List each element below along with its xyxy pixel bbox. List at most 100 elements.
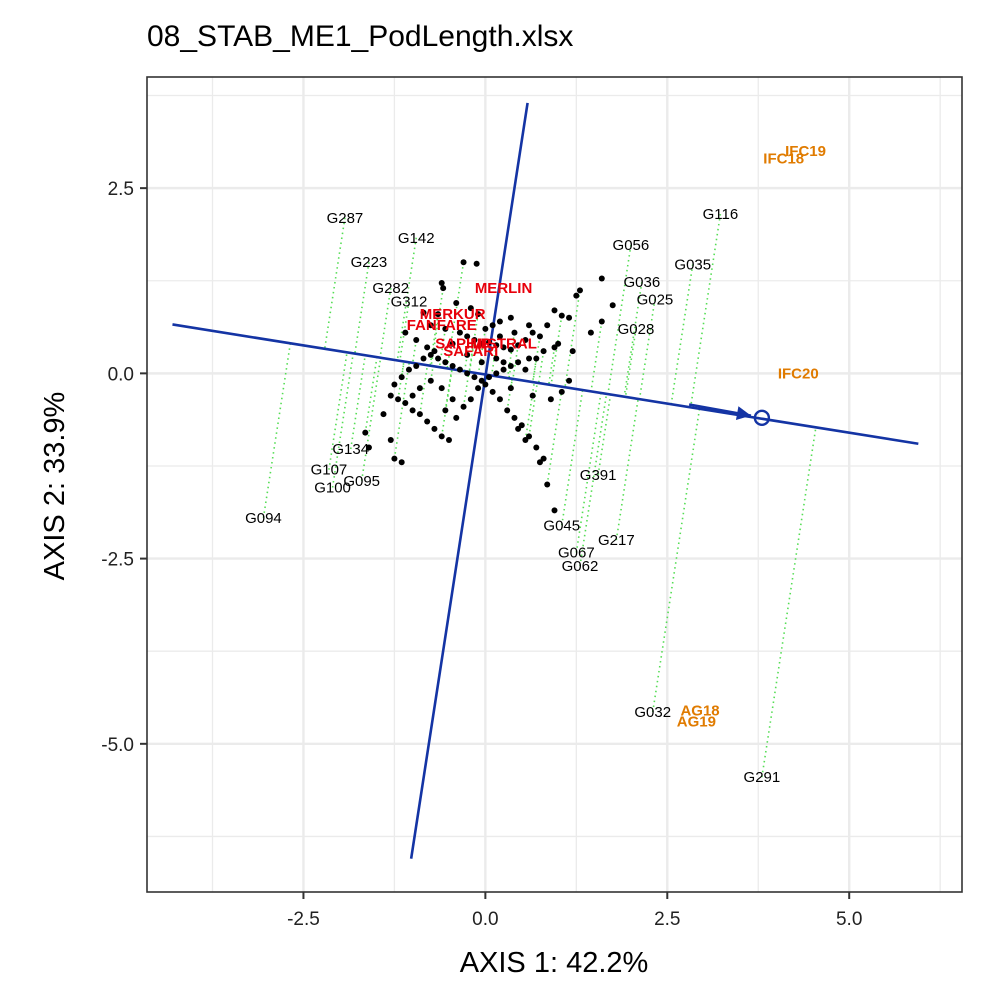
projection-line <box>615 398 639 541</box>
x-tick-label: 2.5 <box>654 909 680 930</box>
genotype-label: G094 <box>245 510 282 527</box>
genotype-point <box>395 396 402 403</box>
genotype-point <box>416 385 423 392</box>
genotype-point <box>387 437 394 444</box>
genotype-point <box>507 362 514 369</box>
projection-line <box>597 394 612 475</box>
genotype-point <box>420 355 427 362</box>
genotype-point <box>391 381 398 388</box>
y-axis-title: AXIS 2: 33.9% <box>39 392 71 581</box>
genotype-point <box>471 337 478 344</box>
genotype-point <box>460 403 467 410</box>
genotype-point <box>496 333 503 340</box>
environment-label: AG19 <box>677 714 716 731</box>
projection-line <box>547 347 556 385</box>
check-variety-label: MERKUR <box>420 306 486 323</box>
projection-line <box>651 408 701 713</box>
projection-line <box>528 382 539 437</box>
projection-line <box>607 245 632 395</box>
y-tick-label: 2.5 <box>108 179 134 200</box>
genotype-point <box>489 388 496 395</box>
genotype-point <box>526 322 533 329</box>
genotype-label: G391 <box>580 467 617 484</box>
panel-background <box>147 77 962 892</box>
genotype-point <box>362 429 369 436</box>
x-axis-title: AXIS 1: 42.2% <box>460 947 649 979</box>
genotype-point <box>427 322 434 329</box>
genotype-point <box>409 392 416 399</box>
aea-arrow-head <box>735 406 751 421</box>
genotype-point <box>486 339 493 346</box>
projection-line <box>512 345 519 380</box>
genotype-point <box>609 302 616 309</box>
genotype-point <box>529 329 536 336</box>
genotype-point <box>533 355 540 362</box>
x-tick-label: -2.5 <box>287 909 320 930</box>
genotype-point <box>449 396 456 403</box>
check-variety-label: MERLIN <box>475 280 533 297</box>
genotype-point <box>536 459 543 466</box>
environment-label: IFC20 <box>778 365 819 382</box>
genotype-point <box>482 325 489 332</box>
genotype-point <box>522 366 529 373</box>
x-tick-label: 5.0 <box>836 909 862 930</box>
projection-line <box>379 288 392 358</box>
genotype-point <box>598 275 605 282</box>
check-variety-label: FANFARE <box>407 317 477 334</box>
genotype-label: G291 <box>744 769 781 786</box>
projection-line <box>468 339 476 373</box>
genotype-label: G107 <box>311 462 348 479</box>
environment-label: AG18 <box>680 702 719 719</box>
projection-line <box>360 357 382 481</box>
genotype-point <box>453 414 460 421</box>
genotype-point <box>507 314 514 321</box>
x-tick-label: 0.0 <box>472 909 498 930</box>
genotype-point <box>515 359 522 366</box>
axis-ticks: -2.5 0.0 2.5 5.0 -5.0 -2.5 0.0 2.5 <box>101 179 862 930</box>
projection-line <box>550 315 563 386</box>
projection-line <box>354 262 370 354</box>
projection-line <box>393 362 411 459</box>
genotype-point <box>558 388 565 395</box>
genotype-point <box>416 411 423 418</box>
genotype-point <box>464 333 471 340</box>
genotype-point <box>493 370 500 377</box>
genotype-label: G036 <box>623 274 660 291</box>
genotype-point <box>504 407 511 414</box>
check-variety-label: SAFARI <box>443 343 498 360</box>
chart-title: 08_STAB_ME1_PodLength.xlsx <box>147 20 573 53</box>
genotype-point <box>544 322 551 329</box>
genotype-point <box>445 437 452 444</box>
genotype-label: G028 <box>618 321 655 338</box>
projection-line <box>624 328 637 398</box>
genotype-point <box>500 344 507 351</box>
genotype-point <box>515 425 522 432</box>
genotype-point <box>424 344 431 351</box>
genotype-point <box>398 459 405 466</box>
genotype-point <box>558 312 565 319</box>
average-environment-axis <box>172 323 919 446</box>
genotype-point <box>449 362 456 369</box>
genotype-point <box>402 329 409 336</box>
genotype-point <box>387 392 394 399</box>
genotype-point <box>500 366 507 373</box>
projection-line <box>564 290 581 388</box>
genotype-point <box>464 370 471 377</box>
genotype-point <box>547 396 554 403</box>
projection-line <box>590 321 603 392</box>
genotype-point <box>478 377 485 384</box>
genotype-point <box>540 455 547 462</box>
genotype-label: G035 <box>674 256 711 273</box>
projection-line <box>323 217 346 349</box>
projection-line <box>537 351 545 384</box>
projection-line <box>546 386 564 485</box>
genotype-point <box>551 344 558 351</box>
genotype-point <box>526 355 533 362</box>
genotype-point <box>460 259 467 266</box>
environment-label: IFC19 <box>785 143 826 160</box>
genotype-point <box>536 333 543 340</box>
panel-border <box>146 76 963 893</box>
average-environment-ordinate <box>409 102 529 859</box>
